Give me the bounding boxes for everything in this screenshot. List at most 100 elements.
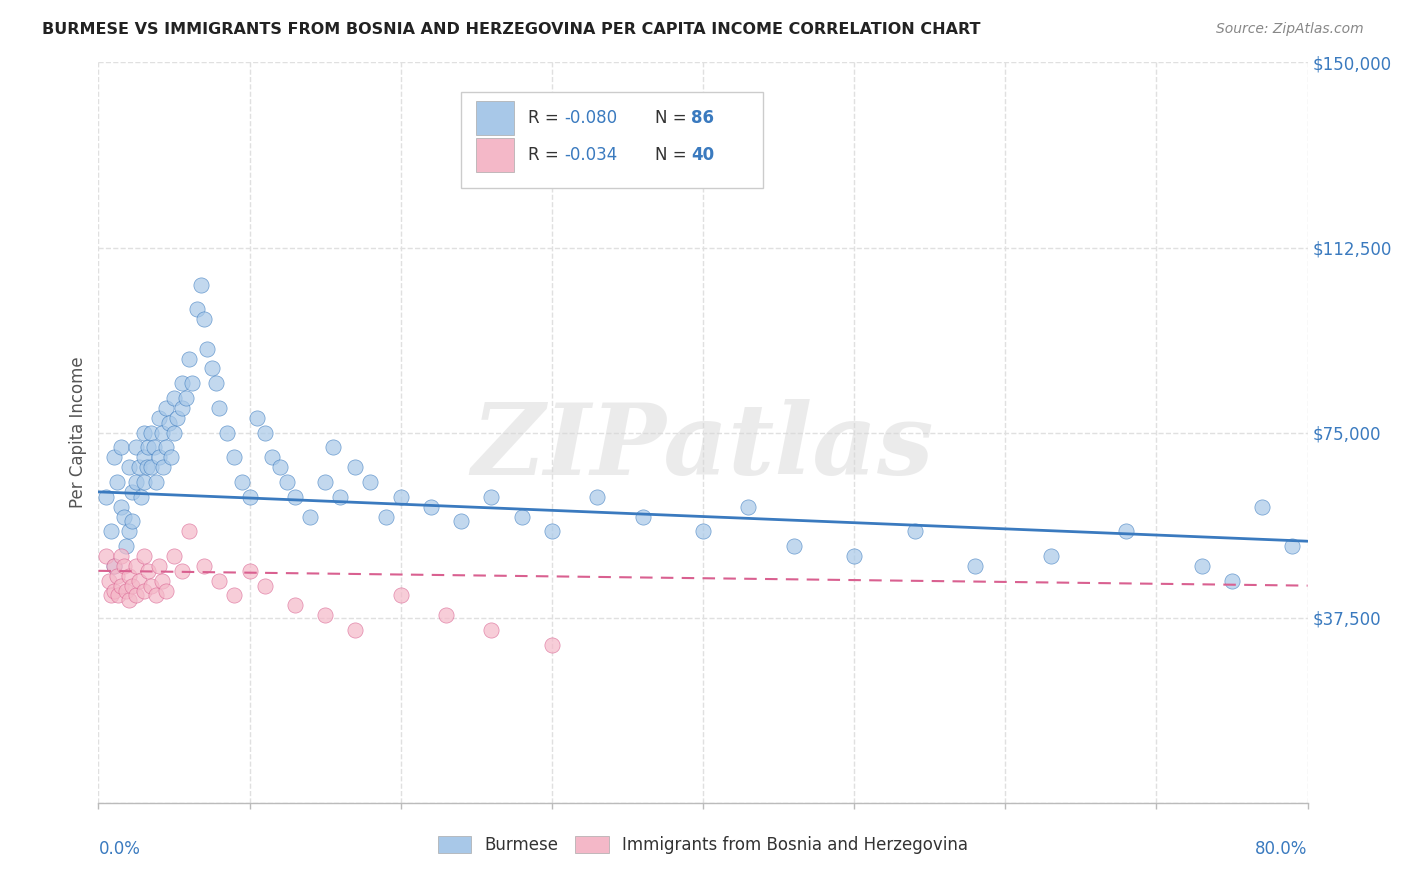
Point: [450, 515, 472, 529]
Point: [1115, 524, 1137, 539]
Point: [112, 558, 135, 573]
Point: [118, 593, 141, 607]
Point: [150, 574, 173, 588]
Point: [160, 450, 183, 465]
Point: [389, 589, 412, 603]
Text: N =: N =: [655, 109, 692, 127]
Point: [121, 515, 143, 529]
Text: 0.0%: 0.0%: [98, 840, 141, 858]
Point: [190, 277, 212, 292]
Point: [166, 410, 188, 425]
Point: [329, 490, 352, 504]
Point: [132, 549, 155, 563]
Point: [114, 539, 136, 553]
Point: [965, 558, 987, 573]
FancyBboxPatch shape: [475, 102, 515, 135]
Point: [783, 539, 806, 553]
Point: [155, 401, 177, 415]
Point: [246, 410, 269, 425]
Point: [170, 401, 193, 415]
Point: [132, 425, 155, 440]
Point: [360, 475, 382, 489]
Point: [179, 524, 201, 539]
Point: [434, 608, 457, 623]
Point: [163, 391, 186, 405]
Point: [1039, 549, 1062, 563]
Point: [118, 460, 141, 475]
Point: [737, 500, 759, 514]
Point: [136, 441, 159, 455]
Point: [125, 558, 148, 573]
Point: [231, 475, 253, 489]
Point: [540, 524, 562, 539]
Point: [276, 475, 298, 489]
Point: [586, 490, 609, 504]
Point: [112, 509, 135, 524]
Point: [844, 549, 866, 563]
Point: [1191, 558, 1213, 573]
Point: [284, 490, 307, 504]
Point: [143, 441, 166, 455]
Point: [186, 302, 208, 317]
Point: [121, 484, 143, 499]
Point: [201, 361, 224, 376]
Point: [100, 589, 122, 603]
Point: [103, 450, 125, 465]
Text: 40: 40: [690, 146, 714, 164]
Point: [904, 524, 927, 539]
Point: [269, 460, 291, 475]
Y-axis label: Per Capita Income: Per Capita Income: [69, 357, 87, 508]
Point: [118, 524, 141, 539]
Point: [692, 524, 714, 539]
Point: [195, 342, 218, 356]
Point: [420, 500, 443, 514]
Point: [193, 312, 215, 326]
Point: [98, 574, 121, 588]
Text: -0.080: -0.080: [564, 109, 617, 127]
Point: [110, 441, 132, 455]
Point: [114, 583, 136, 598]
Point: [170, 564, 193, 578]
Text: N =: N =: [655, 146, 692, 164]
Point: [481, 490, 503, 504]
Point: [389, 490, 412, 504]
Text: ZIPatlas: ZIPatlas: [472, 400, 934, 496]
Point: [148, 410, 170, 425]
Text: -0.034: -0.034: [564, 146, 617, 164]
Point: [152, 460, 174, 475]
Point: [129, 490, 152, 504]
Point: [125, 441, 148, 455]
Point: [253, 425, 276, 440]
Point: [128, 574, 150, 588]
Point: [631, 509, 654, 524]
Point: [314, 608, 336, 623]
Point: [1281, 539, 1303, 553]
Point: [125, 589, 148, 603]
Point: [224, 450, 246, 465]
Point: [174, 391, 197, 405]
Point: [205, 376, 228, 391]
Point: [155, 583, 177, 598]
Point: [1220, 574, 1243, 588]
Text: Source: ZipAtlas.com: Source: ZipAtlas.com: [1216, 22, 1364, 37]
Point: [121, 579, 143, 593]
Point: [262, 450, 284, 465]
Point: [103, 583, 125, 598]
Point: [224, 589, 246, 603]
Point: [145, 589, 167, 603]
Point: [170, 376, 193, 391]
Point: [344, 623, 367, 637]
FancyBboxPatch shape: [461, 92, 763, 188]
Point: [239, 564, 262, 578]
Point: [145, 475, 167, 489]
Point: [135, 460, 157, 475]
Point: [510, 509, 533, 524]
Point: [100, 524, 122, 539]
Point: [540, 638, 562, 652]
Point: [148, 450, 170, 465]
Point: [128, 460, 150, 475]
Point: [208, 574, 231, 588]
Point: [125, 475, 148, 489]
Point: [179, 351, 201, 366]
Point: [208, 401, 231, 415]
